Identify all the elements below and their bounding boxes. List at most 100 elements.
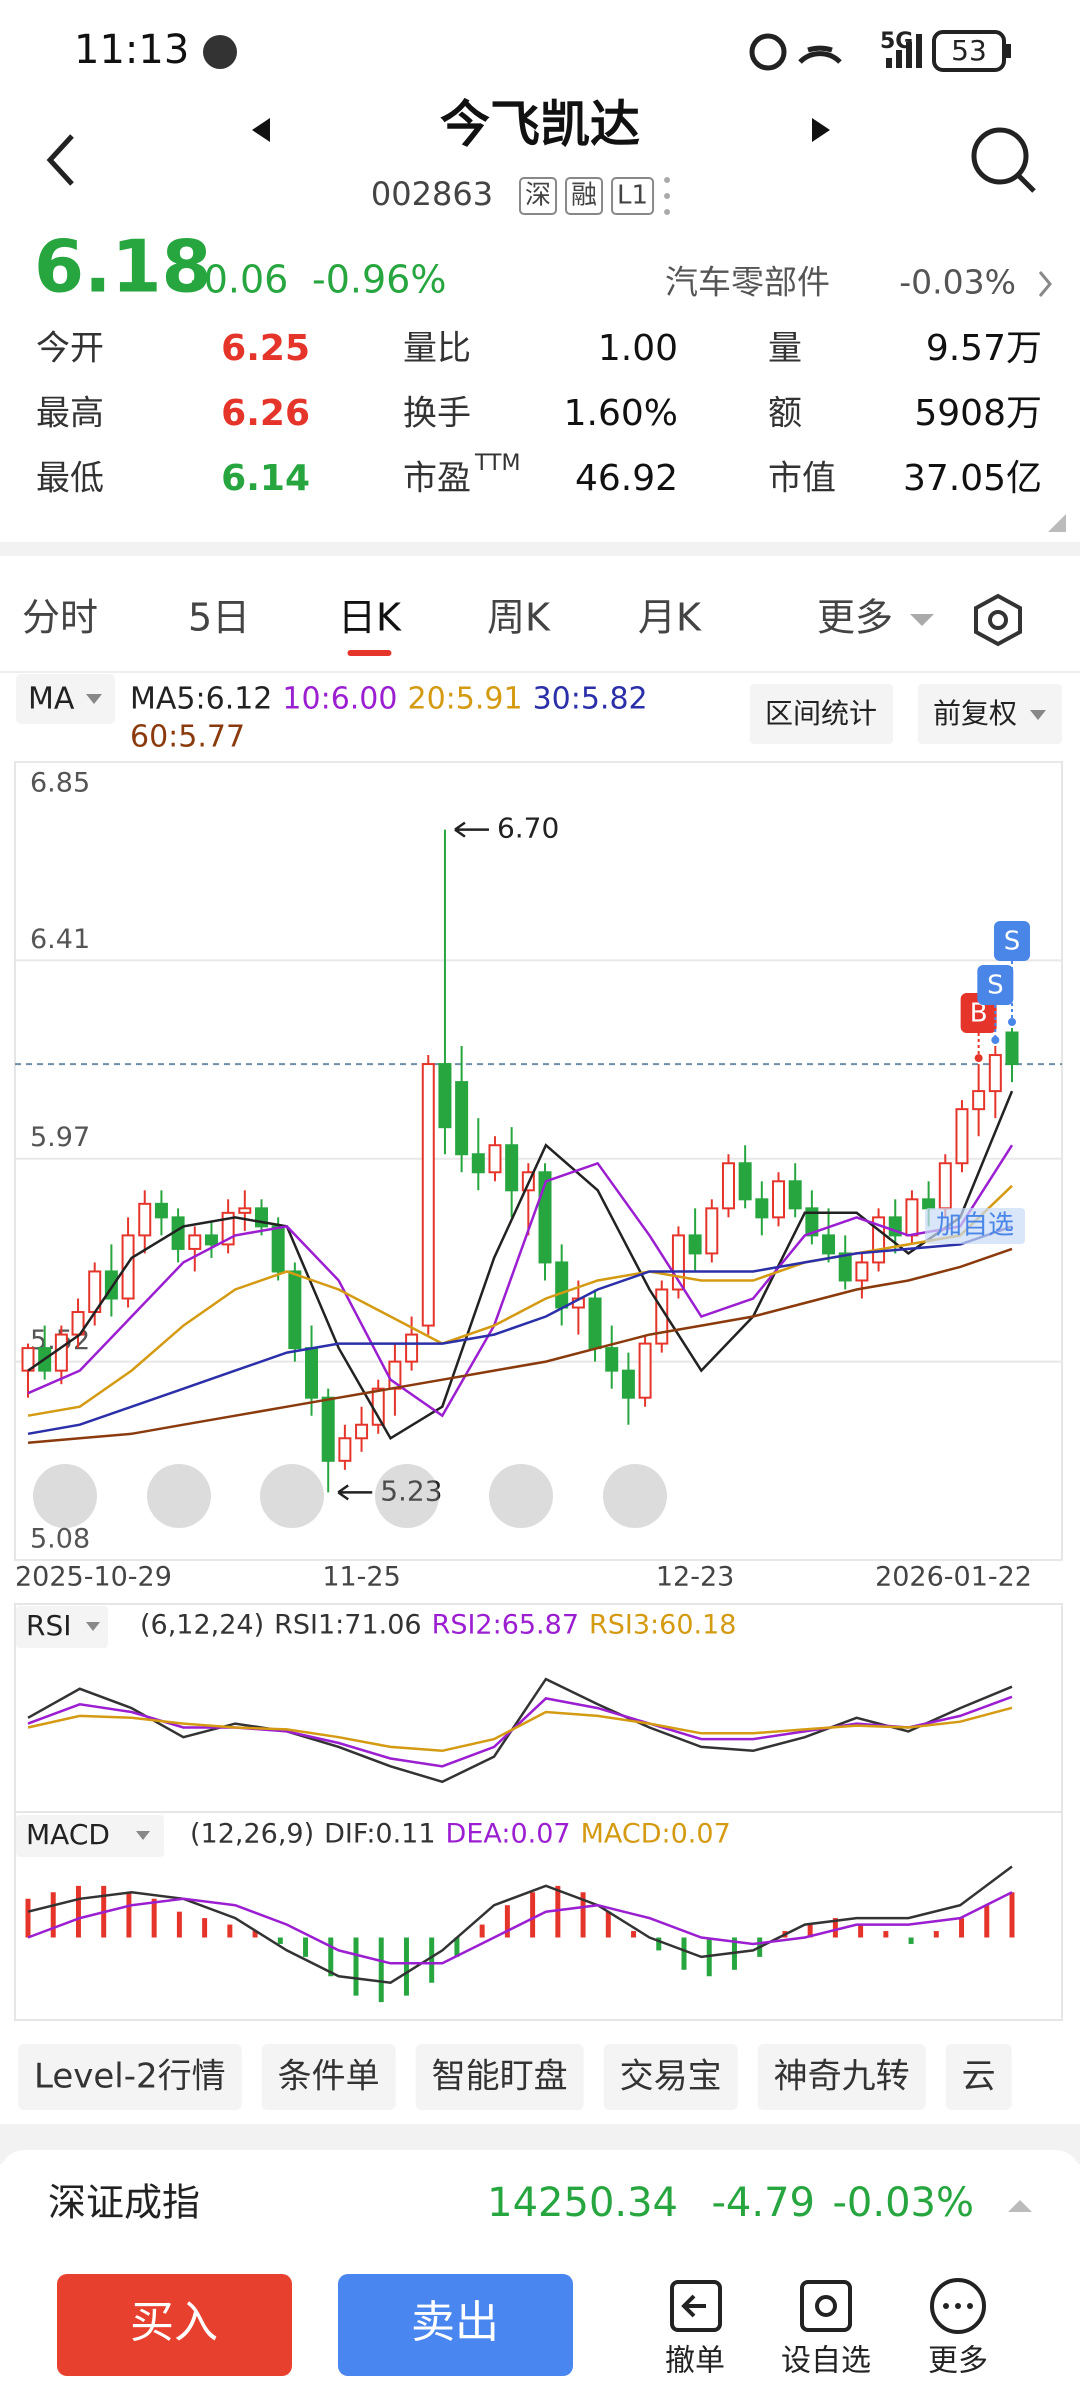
adjust-button[interactable] [918,684,1062,744]
buy-label[interactable]: 买入 [130,2297,218,2348]
battery-level: 53 [951,34,987,67]
tool-label[interactable]: 设自选 [781,2344,871,2379]
stat-label: 量比 [403,329,471,369]
range-stats-button[interactable] [750,684,893,744]
trade-marker[interactable] [977,965,1014,1005]
index-name[interactable]: 深证成指 [48,2181,200,2225]
shortcut-button[interactable] [945,2044,1012,2110]
candle-body [321,1396,335,1462]
zoom-control[interactable] [375,1464,439,1528]
candle-body [888,1216,902,1237]
shortcut-button[interactable] [415,2044,584,2110]
candle-body [121,1234,135,1300]
period-tab[interactable]: 更多 [817,596,893,640]
trade-marker-label: B [970,999,988,1029]
tag-more [664,209,671,215]
candle-body [855,1261,869,1282]
shortcut-button[interactable] [261,2044,396,2110]
candle-body [1005,1031,1019,1066]
macd-label[interactable]: MACD [26,1818,110,1851]
candle-body [922,1198,936,1210]
shortcut-button[interactable] [757,2044,926,2110]
back-button[interactable] [46,134,74,186]
sector-pct[interactable]: -0.03% [899,263,1016,302]
rsi-legend: (6,12,24) RSI1:71.06 RSI2:65.87 RSI3:60.18 [140,1610,736,1641]
trade-marker[interactable] [994,921,1030,961]
adjust-label[interactable]: 前复权 [933,697,1017,730]
stock-tag: 深 [525,181,551,211]
tool-label[interactable]: 更多 [928,2344,988,2379]
zoom-control[interactable] [489,1464,553,1528]
shortcut-button[interactable] [18,2044,242,2110]
search-button[interactable] [971,127,1029,185]
shortcut-bar: Level-2行情 条件单 智能盯盘 交易宝 神奇九转 云 [18,2044,1012,2110]
shortcut-label[interactable]: 交易宝 [620,2057,722,2097]
candle-body [505,1144,519,1192]
buy-button[interactable] [57,2274,292,2376]
next-stock[interactable] [812,118,830,142]
trade-marker-label: S [987,971,1004,1001]
cancel-icon[interactable] [670,2280,722,2332]
shortcut-label[interactable]: 条件单 [278,2057,380,2097]
candle-body [555,1261,569,1309]
candle-body [638,1342,652,1399]
stock-title: 今飞凯达 [440,96,640,154]
period-tab[interactable]: 周K [487,596,551,640]
period-tab[interactable]: 分时 [22,596,98,640]
watch-icon[interactable] [800,2280,852,2332]
shortcut-label[interactable]: 神奇九转 [774,2057,910,2097]
shortcut-button[interactable] [603,2044,738,2110]
rsi-label[interactable]: RSI [26,1609,72,1642]
shortcut-label[interactable]: 云 [962,2057,996,2097]
candle-body [772,1180,786,1219]
add-watch-bg[interactable] [925,1208,1025,1244]
more-icon[interactable] [930,2278,986,2334]
period-tab[interactable]: 月K [638,596,702,640]
period-tab[interactable]: 5日 [188,596,250,640]
ma-line [27,1144,1014,1418]
sector-name[interactable]: 汽车零部件 [665,263,830,302]
zoom-control[interactable] [603,1464,667,1528]
rsi-line [27,1677,1013,1784]
indicator-label[interactable]: MA [28,682,75,717]
stat-value: 1.60% [564,393,678,434]
rsi-line [27,1695,1013,1768]
period-tab[interactable]: 日K [338,596,402,640]
indicator-select[interactable] [16,674,115,724]
rsi-select[interactable] [16,1606,108,1648]
prev-stock[interactable] [252,118,270,142]
candle-body [471,1153,485,1174]
range-stats-label[interactable]: 区间统计 [765,697,877,730]
ma-legend: MA5:6.12 10:6.00 20:5.91 30:5.82 60:5.77 [130,682,648,755]
candle-body [605,1347,619,1372]
macd-select[interactable] [16,1815,164,1857]
divider [0,542,1080,556]
zoom-control[interactable] [260,1464,324,1528]
zoom-controls [33,1464,667,1528]
candle-body [822,1234,836,1255]
sell-label[interactable]: 卖出 [411,2297,499,2348]
candle-body [938,1162,952,1210]
candle-body [805,1207,819,1237]
candle-body [988,1054,1002,1093]
legend-entry: 30:5.82 [533,682,648,717]
stat-value: 9.57万 [926,328,1042,369]
zoom-control[interactable] [147,1464,211,1528]
add-watch[interactable]: 加自选 [936,1211,1014,1241]
candle-body [488,1144,502,1174]
tool-label[interactable]: 撤单 [665,2344,725,2379]
trade-marker-dot [1008,1018,1016,1026]
sell-button[interactable] [338,2274,573,2376]
shortcut-label[interactable]: 智能盯盘 [432,2057,568,2097]
stock-code: 002863 [371,175,493,213]
candle-body [621,1369,635,1399]
legend-entry: MA5:6.12 [130,682,272,717]
zoom-control[interactable] [33,1464,97,1528]
settings-button[interactable] [974,593,1022,647]
stat-label: 市盈 [403,459,471,499]
candle-body [238,1207,252,1214]
shortcut-label[interactable]: Level-2行情 [34,2057,226,2097]
stat-value: 6.14 [221,458,310,499]
